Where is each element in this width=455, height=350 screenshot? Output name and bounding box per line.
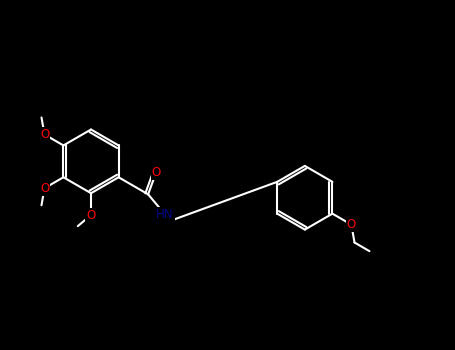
Text: HN: HN — [157, 208, 174, 221]
Text: O: O — [347, 218, 356, 231]
Text: O: O — [86, 209, 96, 222]
Text: O: O — [40, 128, 49, 141]
Text: O: O — [40, 182, 49, 195]
Text: O: O — [152, 166, 161, 178]
